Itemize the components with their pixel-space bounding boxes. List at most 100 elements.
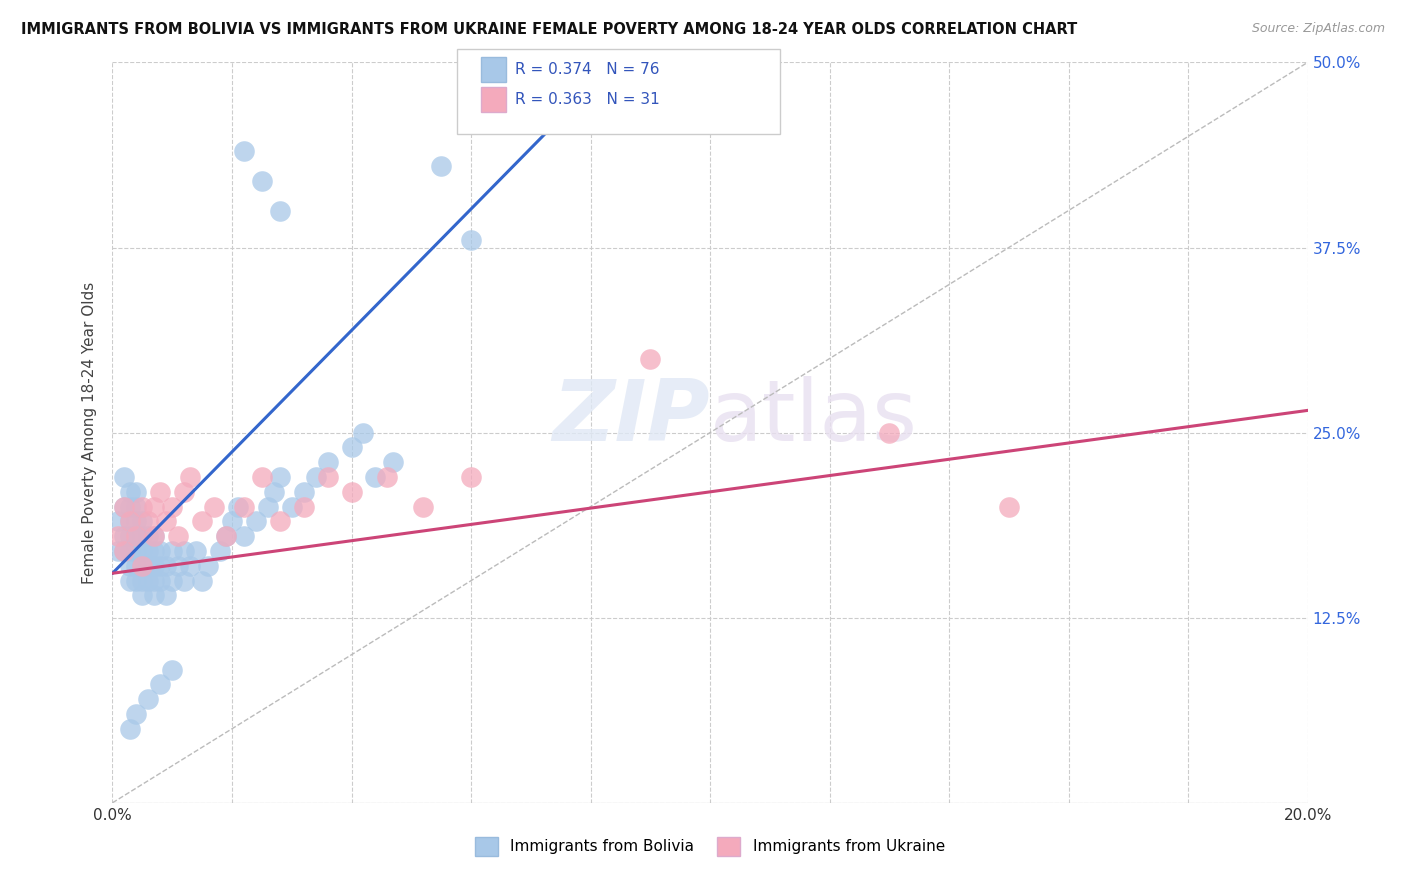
Point [257, 500, 280, 514]
Point [125, 515, 148, 529]
Point [173, 574, 195, 588]
Y-axis label: Female Poverty Among 18-24 Year Olds: Female Poverty Among 18-24 Year Olds [82, 282, 97, 583]
Point [269, 470, 291, 484]
Point [250, 174, 273, 188]
Text: R = 0.374   N = 76: R = 0.374 N = 76 [515, 62, 659, 77]
Point [191, 515, 214, 529]
Point [202, 500, 225, 514]
Point [340, 484, 363, 499]
Point [143, 558, 166, 573]
Point [316, 455, 339, 469]
Point [292, 500, 315, 514]
Point [162, 500, 183, 514]
Point [155, 589, 177, 603]
Point [114, 500, 135, 514]
Text: atlas: atlas [710, 376, 918, 459]
Point [233, 529, 256, 543]
Point [412, 500, 434, 514]
Legend: Immigrants from Bolivia, Immigrants from Ukraine: Immigrants from Bolivia, Immigrants from… [470, 831, 950, 862]
Point [364, 470, 387, 484]
Point [430, 159, 453, 173]
Point [131, 558, 153, 573]
Point [143, 529, 166, 543]
Point [107, 515, 129, 529]
Point [131, 529, 153, 543]
Point [149, 574, 172, 588]
Point [316, 470, 339, 484]
Point [173, 484, 195, 499]
Point [162, 544, 183, 558]
Point [155, 515, 177, 529]
Point [143, 574, 166, 588]
Point [340, 441, 363, 455]
Point [125, 558, 148, 573]
Point [131, 558, 153, 573]
Point [245, 515, 267, 529]
Point [120, 515, 142, 529]
Point [131, 574, 153, 588]
Point [179, 558, 201, 573]
Point [120, 500, 142, 514]
Text: R = 0.363   N = 31: R = 0.363 N = 31 [515, 93, 659, 107]
Point [221, 515, 243, 529]
Point [179, 470, 201, 484]
Point [125, 484, 148, 499]
Point [640, 351, 662, 366]
Point [263, 484, 285, 499]
Point [305, 470, 328, 484]
Point [107, 529, 129, 543]
Point [120, 558, 142, 573]
Point [162, 663, 183, 677]
Point [143, 529, 166, 543]
Point [138, 558, 160, 573]
Point [114, 544, 135, 558]
Point [131, 515, 153, 529]
Point [125, 706, 148, 721]
Point [107, 544, 129, 558]
Point [143, 500, 166, 514]
Point [226, 500, 249, 514]
Point [377, 470, 399, 484]
Point [382, 455, 405, 469]
Point [138, 515, 160, 529]
Point [167, 529, 190, 543]
Point [125, 529, 148, 543]
Point [269, 203, 291, 218]
Point [138, 692, 160, 706]
Point [120, 544, 142, 558]
Point [879, 425, 901, 440]
Point [120, 529, 142, 543]
Point [120, 574, 142, 588]
Point [167, 558, 190, 573]
Point [125, 500, 148, 514]
Point [138, 529, 160, 543]
Point [149, 558, 172, 573]
Point [114, 500, 135, 514]
Point [149, 677, 172, 691]
Point [125, 574, 148, 588]
Text: IMMIGRANTS FROM BOLIVIA VS IMMIGRANTS FROM UKRAINE FEMALE POVERTY AMONG 18-24 YE: IMMIGRANTS FROM BOLIVIA VS IMMIGRANTS FR… [21, 22, 1077, 37]
Point [215, 529, 238, 543]
Point [233, 500, 256, 514]
Point [131, 544, 153, 558]
Point [149, 544, 172, 558]
Point [162, 574, 183, 588]
Point [114, 470, 135, 484]
Point [281, 500, 304, 514]
Point [114, 529, 135, 543]
Point [173, 544, 195, 558]
Point [191, 574, 214, 588]
Point [120, 722, 142, 736]
Point [125, 529, 148, 543]
Point [186, 544, 208, 558]
Point [125, 544, 148, 558]
Point [131, 500, 153, 514]
Point [998, 500, 1021, 514]
Point [120, 515, 142, 529]
Text: ZIP: ZIP [553, 376, 710, 459]
Text: Source: ZipAtlas.com: Source: ZipAtlas.com [1251, 22, 1385, 36]
Point [143, 544, 166, 558]
Point [143, 589, 166, 603]
Point [209, 544, 232, 558]
Point [155, 558, 177, 573]
